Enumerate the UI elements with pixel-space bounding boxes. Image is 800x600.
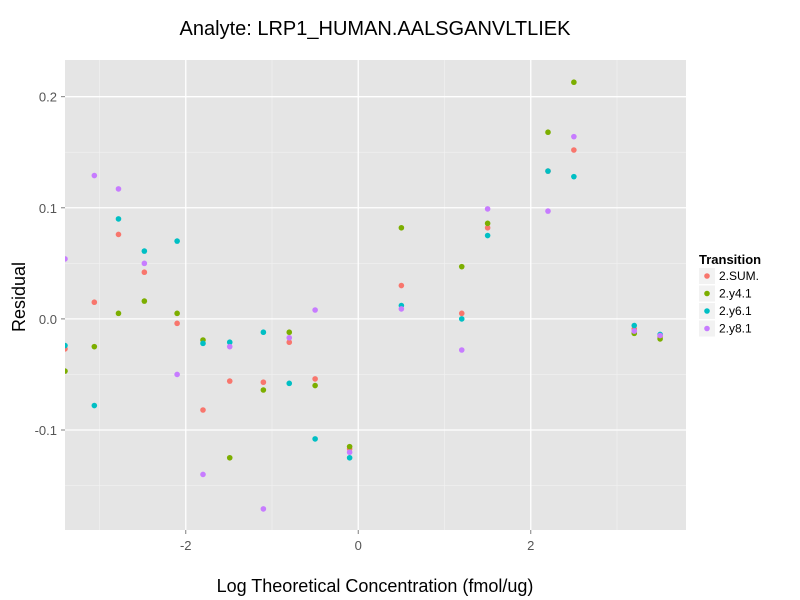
point-2-y6-1: [65, 342, 68, 349]
point-2-y8-1: [458, 347, 465, 353]
x-tick-label: 2: [527, 538, 534, 553]
point-2-y8-1: [398, 306, 405, 312]
point-2-sum: [571, 147, 577, 153]
point-2-y8-1: [226, 343, 233, 350]
y-tick-label: 0.0: [39, 312, 57, 327]
point-2-sum: [398, 282, 405, 289]
point-2-y6-1: [346, 454, 353, 461]
point-2-y6-1: [226, 339, 233, 346]
point-2-y4-1: [115, 310, 122, 317]
point-2-y8-1: [115, 186, 122, 192]
point-2-sum: [226, 378, 233, 384]
point-2-sum: [200, 407, 206, 413]
x-tick-label: 0: [355, 538, 362, 553]
point-2-y6-1: [458, 316, 465, 322]
point-2-sum: [484, 224, 491, 231]
point-2-y6-1: [91, 402, 98, 409]
point-2-y8-1: [312, 307, 318, 313]
data-points: [65, 79, 663, 512]
point-2-sum: [260, 379, 267, 386]
plot-background: [65, 60, 686, 530]
legend-label: 2.y4.1: [719, 287, 752, 301]
point-2-y4-1: [571, 79, 577, 86]
point-2-y8-1: [571, 133, 577, 140]
point-2-y4-1: [286, 329, 293, 336]
point-2-y6-1: [484, 232, 491, 239]
point-2-y4-1: [260, 387, 267, 393]
point-2-sum: [286, 339, 293, 346]
point-2-y4-1: [346, 443, 353, 450]
point-2-y4-1: [91, 343, 98, 350]
y-tick-label: 0.1: [39, 201, 57, 216]
point-2-y8-1: [200, 471, 206, 478]
point-2-y6-1: [115, 216, 122, 222]
point-2-y8-1: [65, 256, 68, 262]
point-2-y6-1: [174, 238, 180, 244]
point-2-sum: [174, 320, 180, 327]
y-axis-title: Residual: [9, 262, 29, 332]
point-2-y6-1: [260, 329, 267, 336]
point-2-sum: [458, 310, 465, 317]
point-2-y4-1: [141, 298, 148, 304]
point-2-y8-1: [545, 208, 551, 214]
legend-key-marker: [704, 273, 710, 279]
point-2-sum: [141, 269, 148, 276]
point-2-y8-1: [91, 172, 98, 179]
point-2-y8-1: [141, 260, 148, 267]
point-2-y4-1: [312, 382, 318, 389]
y-tick-label: 0.2: [39, 90, 57, 105]
point-2-y6-1: [545, 168, 551, 174]
point-2-y8-1: [657, 332, 663, 339]
legend-key-marker: [704, 290, 710, 297]
point-2-y8-1: [631, 328, 638, 334]
point-2-sum: [115, 231, 122, 238]
legend-label: 2.SUM.: [719, 269, 759, 283]
chart-title: Analyte: LRP1_HUMAN.AALSGANVLTLIEK: [180, 18, 572, 40]
point-2-y8-1: [260, 506, 267, 512]
legend-title: Transition: [699, 252, 761, 267]
legend-key-marker: [704, 308, 710, 314]
point-2-y8-1: [484, 206, 491, 212]
point-2-sum: [91, 299, 98, 306]
point-2-y8-1: [346, 449, 353, 456]
x-tick-label: -2: [180, 538, 192, 553]
point-2-y4-1: [545, 129, 551, 136]
legend: Transition 2.SUM. 2.y4.1 2.y6.1 2.y8.1: [699, 252, 761, 337]
point-2-y6-1: [200, 340, 206, 347]
point-2-y6-1: [141, 248, 148, 254]
point-2-y4-1: [458, 263, 465, 270]
point-2-sum: [312, 376, 318, 382]
point-2-y4-1: [226, 454, 233, 461]
point-2-y6-1: [312, 436, 318, 442]
point-2-y8-1: [174, 371, 180, 378]
point-2-y4-1: [174, 310, 180, 317]
point-2-y8-1: [286, 334, 293, 341]
point-2-y4-1: [484, 220, 491, 227]
legend-label: 2.y6.1: [719, 304, 752, 318]
y-tick-label: -0.1: [35, 423, 57, 438]
point-2-y6-1: [286, 380, 293, 387]
legend-label: 2.y8.1: [719, 322, 752, 336]
legend-key-marker: [704, 325, 710, 332]
point-2-y6-1: [571, 173, 577, 180]
x-axis-title: Log Theoretical Concentration (fmol/ug): [217, 576, 534, 596]
plot-area: -2 0 2 -0.1 0.0 0.1 0.2: [35, 60, 686, 553]
point-2-y6-1: [631, 322, 638, 329]
point-2-y4-1: [65, 368, 68, 374]
point-2-y4-1: [398, 224, 405, 231]
